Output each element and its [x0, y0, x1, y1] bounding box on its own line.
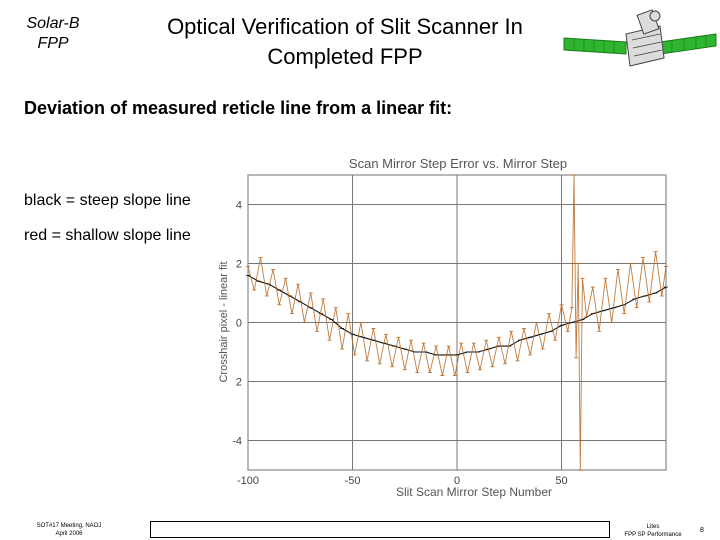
x-axis-label: Slit Scan Mirror Step Number — [396, 485, 552, 499]
legend-black-text: black = steep slope line — [24, 192, 191, 209]
footer-author-line1: Lites — [646, 524, 660, 530]
y-tick-label: 4 — [236, 200, 242, 212]
tick-labels: -100 -50 0 50 4 2 0 2 -4 — [232, 200, 567, 488]
x-tick-label: 50 — [555, 475, 567, 487]
satellite-icon — [563, 9, 717, 67]
footer-meeting-info: SOT#17 Meeting, NAOJ April 2006 — [14, 522, 124, 538]
chart: Scan Mirror Step Error vs. Mirror Step -… — [218, 156, 668, 499]
x-tick-label: -100 — [237, 475, 259, 487]
x-tick-label: -50 — [345, 475, 361, 487]
corner-label-line2: FPP — [37, 35, 69, 52]
footer-author-line2: FPP SP Performance — [624, 532, 682, 538]
slide-subtitle: Deviation of measured reticle line from … — [24, 98, 453, 118]
corner-label: Solar-B FPP — [18, 14, 88, 54]
slide-title: Optical Verification of Slit Scanner In … — [110, 12, 580, 72]
y-tick-label: 0 — [236, 318, 242, 330]
y-axis-label: Crosshair pixel - linear fit — [218, 261, 230, 382]
corner-label-line1: Solar-B — [26, 15, 80, 32]
x-tick-label: 0 — [454, 475, 460, 487]
footer-meeting-line2: April 2006 — [55, 531, 83, 537]
slide-title-line2: Completed FPP — [267, 44, 423, 69]
footer-meeting-line1: SOT#17 Meeting, NAOJ — [36, 523, 102, 529]
y-tick-label: 2 — [236, 259, 242, 271]
page-number: 8 — [700, 527, 704, 534]
footer-author-info: Lites FPP SP Performance — [614, 523, 692, 539]
footer-box — [150, 521, 610, 538]
slide-title-line1: Optical Verification of Slit Scanner In — [167, 14, 523, 39]
chart-title: Scan Mirror Step Error vs. Mirror Step — [349, 156, 567, 171]
y-tick-label: 2 — [236, 377, 242, 389]
grid-lines — [248, 175, 666, 470]
series-line-red — [247, 174, 667, 471]
y-tick-label: -4 — [232, 436, 242, 448]
series-layer — [246, 174, 668, 471]
legend-red-text: red = shallow slope line — [24, 227, 191, 244]
